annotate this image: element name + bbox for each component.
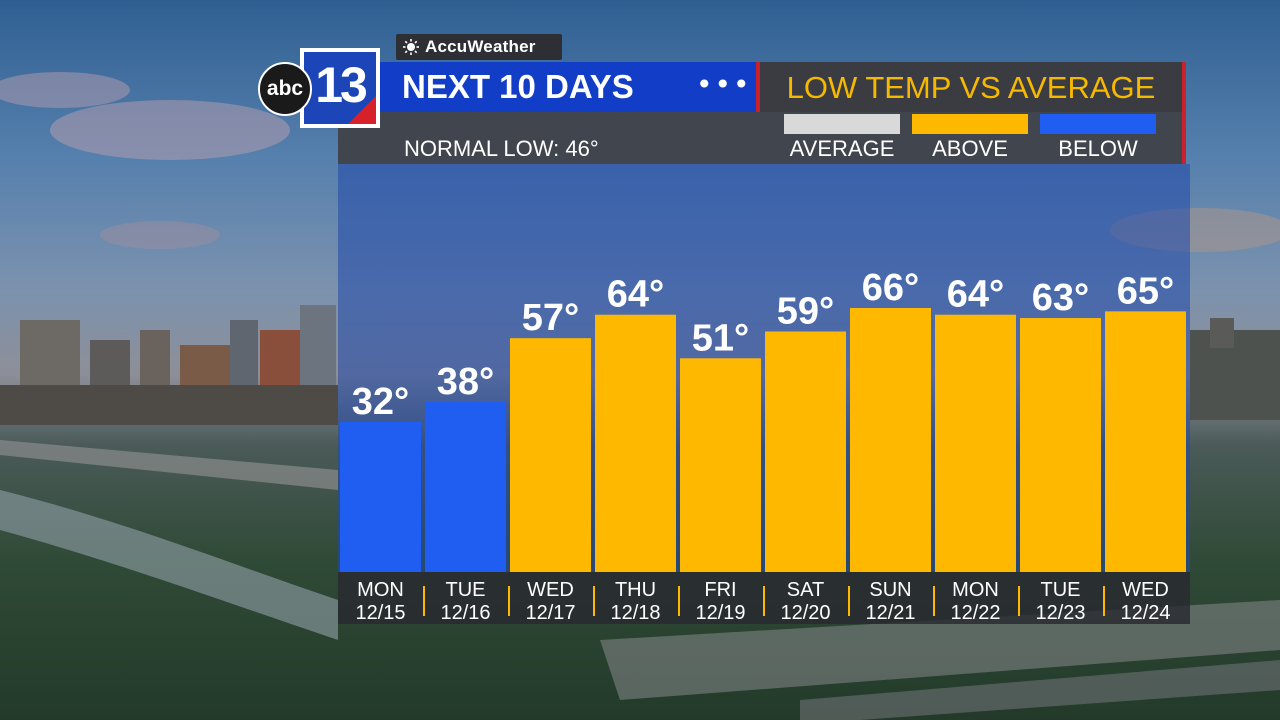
date-label: 12/18	[610, 602, 660, 624]
day-label: THU	[615, 579, 656, 601]
day-label: MON	[952, 579, 999, 601]
bar-12-15	[340, 422, 421, 572]
page-title: NEXT 10 DAYS	[402, 68, 634, 105]
day-label: WED	[527, 579, 574, 601]
value-label: 63°	[1032, 277, 1089, 319]
legend-label-average: AVERAGE	[789, 136, 895, 161]
value-label: 66°	[862, 267, 919, 309]
bar-12-22	[935, 314, 1016, 572]
legend-bar: NORMAL LOW: 46° AVERAGE ABOVE BELOW	[338, 112, 1186, 164]
day-label: MON	[357, 579, 404, 601]
day-label: FRI	[704, 579, 736, 601]
legend-label-below: BELOW	[1058, 136, 1138, 161]
date-label: 12/19	[695, 602, 745, 624]
date-label: 12/21	[865, 602, 915, 624]
date-label: 12/23	[1035, 602, 1085, 624]
date-label: 12/24	[1120, 602, 1170, 624]
title-bar: NEXT 10 DAYS •••	[380, 62, 756, 112]
abc-network-logo: abc	[258, 62, 312, 116]
value-label: 64°	[607, 274, 664, 316]
value-label: 57°	[522, 297, 579, 339]
bar-12-21	[850, 308, 931, 572]
value-label: 64°	[947, 274, 1004, 316]
accuweather-badge: AccuWeather	[396, 34, 562, 60]
date-label: 12/15	[355, 602, 405, 624]
value-label: 38°	[437, 361, 494, 403]
subtitle-bar: LOW TEMP VS AVERAGE	[756, 62, 1186, 112]
accuweather-label: AccuWeather	[425, 37, 536, 56]
bar-12-23	[1020, 318, 1101, 572]
legend-swatch-below	[1040, 114, 1156, 134]
day-label: TUE	[1041, 579, 1081, 601]
bar-12-17	[510, 338, 591, 572]
date-label: 12/16	[440, 602, 490, 624]
day-label: SUN	[869, 579, 911, 601]
abc13-logo: 13	[300, 48, 380, 128]
day-label: SAT	[787, 579, 824, 601]
station-number: 13	[315, 57, 368, 113]
date-label: 12/22	[950, 602, 1000, 624]
legend-swatch-average	[784, 114, 900, 134]
more-dots-icon: •••	[696, 68, 752, 101]
bar-12-19	[680, 358, 761, 572]
sun-icon	[402, 38, 420, 56]
date-label: 12/20	[780, 602, 830, 624]
value-label: 32°	[352, 381, 409, 423]
bar-12-16	[425, 401, 506, 572]
date-label: 12/17	[525, 602, 575, 624]
bar-12-20	[765, 331, 846, 572]
normal-low-label: NORMAL LOW: 46°	[404, 136, 599, 161]
legend-label-above: ABOVE	[932, 136, 1008, 161]
value-label: 59°	[777, 290, 834, 332]
chart-subtitle: LOW TEMP VS AVERAGE	[786, 70, 1156, 105]
day-label: WED	[1122, 579, 1169, 601]
bar-12-18	[595, 314, 676, 572]
value-label: 51°	[692, 317, 749, 359]
day-label: TUE	[446, 579, 486, 601]
bar-12-24	[1105, 311, 1186, 572]
legend-swatch-above	[912, 114, 1028, 134]
value-label: 65°	[1117, 270, 1174, 312]
